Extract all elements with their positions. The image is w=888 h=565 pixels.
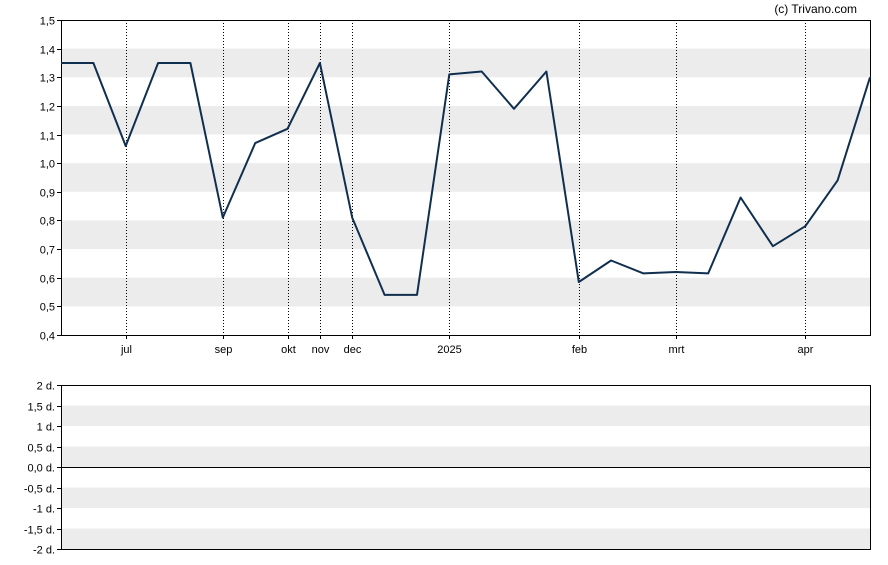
y-tick-label: 0,8 [40, 216, 55, 228]
x-tick-label: okt [281, 344, 296, 356]
main-chart-bands [61, 48, 870, 307]
x-tick-label: sep [215, 344, 233, 356]
lower-y-tick-label: -1,5 d. [24, 525, 55, 537]
price-series-line [61, 62, 871, 296]
y-tick-label: 1,1 [40, 131, 55, 143]
y-tick-label: 1,5 [40, 16, 55, 28]
lower-band [61, 446, 870, 467]
main-band [61, 105, 870, 135]
x-tick-label: mrt [669, 344, 685, 356]
lower-band [61, 528, 870, 549]
x-tick-label: dec [344, 344, 362, 356]
x-tick-label: 2025 [437, 344, 461, 356]
lower-y-tick-label: 1 d. [37, 422, 55, 434]
lower-band [61, 487, 870, 508]
main-band [61, 220, 870, 250]
main-chart-y-axis: 0,4 0,5 0,6 0,7 0,8 0,9 1,0 1,1 1,2 1,3 1,4 1,5 [40, 16, 61, 343]
lower-y-tick-label: 0,5 d. [27, 443, 55, 455]
y-tick-label: 0,5 [40, 302, 55, 314]
main-band [61, 163, 870, 192]
lower-y-tick-label: 2 d. [37, 381, 55, 393]
lower-chart-frame [61, 385, 871, 550]
y-tick-label: 0,7 [40, 245, 55, 257]
lower-y-tick-label: -2 d. [33, 545, 55, 557]
main-chart-x-axis: jul sep okt nov dec 2025 feb mrt apr [120, 335, 814, 356]
x-tick-label: feb [572, 344, 587, 356]
lower-y-tick-label: 0,0 d. [27, 463, 55, 475]
lower-y-tick-label: 1,5 d. [27, 402, 55, 414]
y-tick-label: 1,2 [40, 102, 55, 114]
main-chart-frame [61, 20, 871, 336]
lower-y-tick-label: -0,5 d. [24, 484, 55, 496]
main-band [61, 277, 870, 307]
y-tick-label: 0,4 [40, 331, 55, 343]
y-tick-label: 0,6 [40, 274, 55, 286]
lower-y-tick-label: -1 d. [33, 504, 55, 516]
y-tick-label: 1,0 [40, 159, 55, 171]
x-tick-label: nov [312, 344, 330, 356]
lower-chart-y-axis: -2 d. -1,5 d. -1 d. -0,5 d. 0,0 d. 0,5 d. 1 d.… [24, 381, 61, 557]
x-tick-label: jul [120, 344, 132, 356]
credit-text: (c) Trivano.com [774, 2, 857, 16]
lower-chart-bands [61, 405, 870, 549]
lower-band [61, 405, 870, 426]
y-tick-label: 1,3 [40, 73, 55, 85]
y-tick-label: 1,4 [40, 45, 55, 57]
y-tick-label: 0,9 [40, 188, 55, 200]
x-tick-label: apr [798, 344, 814, 356]
